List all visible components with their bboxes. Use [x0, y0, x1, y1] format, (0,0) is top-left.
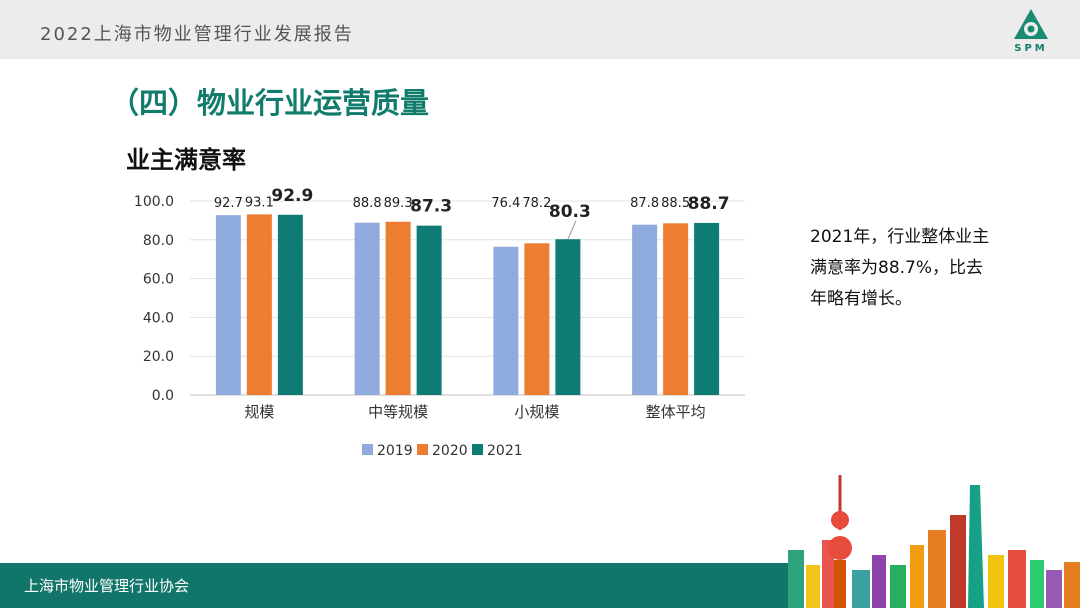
legend-swatch — [362, 444, 373, 455]
chart-bars — [215, 214, 720, 395]
value-label: 78.2 — [522, 196, 551, 211]
footer-bar: 上海市物业管理行业协会 — [0, 563, 800, 608]
bar — [524, 243, 550, 395]
value-label: 87.3 — [410, 197, 452, 217]
legend-label: 2021 — [487, 443, 523, 459]
bar — [385, 221, 411, 395]
value-label: 80.3 — [549, 202, 591, 222]
bar — [215, 215, 241, 395]
spm-logo: SPM — [1000, 6, 1062, 58]
leader-line — [567, 220, 577, 240]
bar — [246, 214, 272, 395]
y-tick-label: 60.0 — [143, 272, 174, 288]
legend-swatch — [417, 444, 428, 455]
bar — [416, 225, 442, 395]
y-tick-label: 80.0 — [143, 233, 174, 249]
section-title: （四）物业行业运营质量 — [110, 86, 430, 120]
chart-title: 业主满意率 — [126, 146, 246, 174]
chart-legend: 2019 2020 2021 — [362, 443, 523, 459]
bar — [694, 222, 720, 395]
value-label: 87.8 — [630, 196, 659, 211]
value-label: 88.8 — [353, 196, 382, 211]
y-tick-label: 40.0 — [143, 310, 174, 326]
bar — [663, 223, 689, 395]
bar — [632, 224, 658, 395]
value-label: 88.5 — [661, 196, 690, 211]
legend-label: 2019 — [377, 443, 413, 459]
legend-swatch — [472, 444, 483, 455]
bar-chart: 100.0 80.0 60.0 40.0 20.0 0.0 92.7 93.192.9 88.… — [134, 186, 745, 459]
value-label: 89.3 — [384, 196, 413, 211]
x-tick-label: 规模 — [244, 403, 274, 421]
y-tick-label: 20.0 — [143, 349, 174, 365]
chart-grid — [190, 200, 745, 396]
report-title: 2022上海市物业管理行业发展报告 — [40, 24, 354, 45]
legend-label: 2020 — [432, 443, 468, 459]
logo-text: SPM — [1014, 43, 1048, 54]
bar — [493, 246, 519, 395]
triangle-logo-icon — [1014, 9, 1048, 39]
x-tick-label: 小规模 — [514, 403, 559, 421]
value-label: 93.1 — [245, 195, 274, 210]
bar — [354, 222, 380, 395]
y-tick-label: 100.0 — [134, 194, 174, 210]
footer-org: 上海市物业管理行业协会 — [24, 577, 190, 595]
bar — [555, 239, 581, 395]
summary-note: 2021年，行业整体业主满意率为88.7%，比去年略有增长。 — [810, 227, 990, 309]
x-tick-label: 中等规模 — [368, 403, 428, 421]
value-label: 88.7 — [688, 194, 730, 214]
skyline-illustration — [788, 475, 1080, 608]
y-tick-label: 0.0 — [152, 388, 174, 404]
y-axis-ticks: 100.0 80.0 60.0 40.0 20.0 0.0 — [134, 194, 174, 404]
value-label: 76.4 — [491, 196, 520, 211]
x-axis-ticks: 规模 中等规模 小规模 整体平均 — [244, 403, 705, 421]
value-label: 92.7 — [214, 196, 243, 211]
x-tick-label: 整体平均 — [646, 403, 706, 421]
header-bar: 2022上海市物业管理行业发展报告 SPM — [0, 0, 1080, 59]
value-label: 92.9 — [271, 186, 313, 206]
chart-value-labels: 92.7 93.192.9 88.8 89.387.3 76.4 78.280.3 87.8… — [214, 186, 730, 240]
bar — [277, 214, 303, 395]
